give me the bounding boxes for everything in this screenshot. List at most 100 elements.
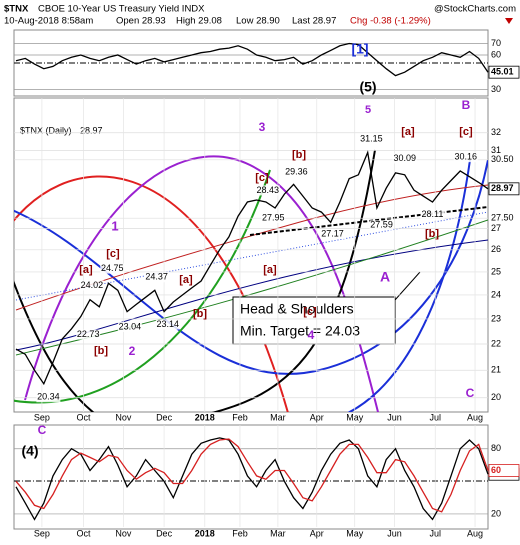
pivot-label: 30.09 xyxy=(393,153,416,163)
neckline xyxy=(249,206,488,236)
wave-label: (5) xyxy=(359,79,376,95)
series-last: 28.97 xyxy=(80,125,103,135)
y-tick-label: 60 xyxy=(491,49,501,59)
callout-text: Min. Target = 24.03 xyxy=(240,323,360,339)
wave-label: 3 xyxy=(259,120,266,134)
series-label: $TNX (Daily) xyxy=(20,125,72,135)
pivot-label: 31.15 xyxy=(360,133,383,143)
y-tick-label: 31 xyxy=(491,145,501,155)
x-tick-label: Apr xyxy=(310,528,324,538)
pivot-label-bg xyxy=(420,209,445,220)
cycle-arc xyxy=(14,159,488,375)
wave-label: [b] xyxy=(193,308,207,320)
wave-label: 1 xyxy=(111,218,118,233)
last-value-box xyxy=(488,464,520,477)
pivot-label-bg xyxy=(155,319,180,330)
pivot-label-bg xyxy=(369,220,394,231)
y-tick-label: 23 xyxy=(491,313,501,323)
source: @StockCharts.com xyxy=(434,4,516,15)
wave-label: [c] xyxy=(106,248,120,260)
pivot-label-bg xyxy=(36,392,61,403)
wave-label: [c] xyxy=(303,306,317,318)
wave-label: [b] xyxy=(94,345,108,357)
y-tick-label: 20 xyxy=(491,508,501,518)
wave-label: [a] xyxy=(179,274,193,286)
x-tick-label: Apr xyxy=(310,412,324,422)
pivot-label-bg xyxy=(117,321,142,332)
x-tick-label: Nov xyxy=(115,528,132,538)
pivot-label: 27.95 xyxy=(262,212,285,222)
open: Open 28.93 xyxy=(116,16,166,27)
x-tick-label: Aug xyxy=(467,528,483,538)
pivot-label: 27.17 xyxy=(321,228,344,238)
x-tick-label: May xyxy=(346,412,364,422)
low: Low 28.90 xyxy=(236,16,280,27)
pivot-label: 30.16 xyxy=(455,152,478,162)
timestamp: 10-Aug-2018 8:58am xyxy=(4,16,93,27)
x-tick-label: Mar xyxy=(270,528,286,538)
wave-label: [a] xyxy=(263,264,277,276)
y-tick-label: 24 xyxy=(491,289,501,299)
wave-label: [a] xyxy=(79,264,93,276)
bottom-panel xyxy=(13,424,489,530)
x-tick-label: Dec xyxy=(156,412,173,422)
wave-label: [1] xyxy=(351,41,368,57)
x-tick-label: 2018 xyxy=(195,412,215,422)
pivot-label-bg xyxy=(255,185,280,196)
pivot-label-bg xyxy=(79,280,104,291)
x-tick-label: Jul xyxy=(429,412,441,422)
wave-label: 5 xyxy=(365,104,371,116)
pivot-label: 20.34 xyxy=(37,392,60,402)
y-tick-label: 21 xyxy=(491,365,501,375)
wave-label: (4) xyxy=(21,443,38,459)
y-tick-label: 30 xyxy=(491,84,501,94)
x-tick-label: Feb xyxy=(232,412,248,422)
pivot-label: 24.02 xyxy=(81,280,104,290)
pivot-label: 27.59 xyxy=(370,220,393,230)
callout-text: Head & Shoulders xyxy=(240,301,354,317)
instrument-name: CBOE 10-Year US Treasury Yield INDX xyxy=(38,4,205,15)
down-arrow xyxy=(505,18,513,24)
pivot-label-bg xyxy=(359,133,384,144)
wave-label: 4 xyxy=(308,328,315,342)
wave-label: A xyxy=(380,269,390,285)
series-line xyxy=(15,150,489,386)
x-tick-label: Jul xyxy=(429,528,441,538)
wave-label: C xyxy=(466,386,475,400)
pivot-label: 28.11 xyxy=(422,209,444,219)
x-tick-label: Aug xyxy=(467,412,483,422)
y-tick-label: 27.50 xyxy=(491,213,514,223)
pivot-label-bg xyxy=(453,152,478,163)
cycle-arc xyxy=(347,159,471,412)
x-tick-label: Oct xyxy=(77,528,92,538)
last: Last 28.97 xyxy=(292,16,336,27)
pivot-label-bg xyxy=(76,329,101,340)
wave-label: 2 xyxy=(129,344,136,358)
series-line xyxy=(15,437,489,521)
pivot-label: 23.04 xyxy=(119,321,142,331)
y-tick-label: 27 xyxy=(491,223,501,233)
y-tick-label: 25 xyxy=(491,266,501,276)
pivot-label: 22.73 xyxy=(77,329,100,339)
y-tick-label: 22 xyxy=(491,338,501,348)
wave-label: [c] xyxy=(255,172,269,184)
series-line xyxy=(15,438,489,513)
pivot-label-bg xyxy=(261,213,286,224)
pivot-label: 24.37 xyxy=(145,272,168,282)
x-tick-label: Jun xyxy=(387,412,402,422)
y-tick-label: 80 xyxy=(491,443,501,453)
x-tick-label: Nov xyxy=(115,412,132,422)
pivot-label: 28.43 xyxy=(256,185,279,195)
x-tick-label: Oct xyxy=(77,412,92,422)
wave-label: [b] xyxy=(425,228,439,240)
symbol: $TNX xyxy=(4,4,29,15)
x-tick-label: Mar xyxy=(270,412,286,422)
pivot-label: 23.14 xyxy=(157,319,180,329)
y-tick-label: 26 xyxy=(491,244,501,254)
pivot-label-bg xyxy=(144,272,169,283)
high: High 29.08 xyxy=(176,16,222,27)
pivot-label-bg xyxy=(284,167,309,178)
x-tick-label: Dec xyxy=(156,528,173,538)
last-value-box xyxy=(488,182,520,196)
